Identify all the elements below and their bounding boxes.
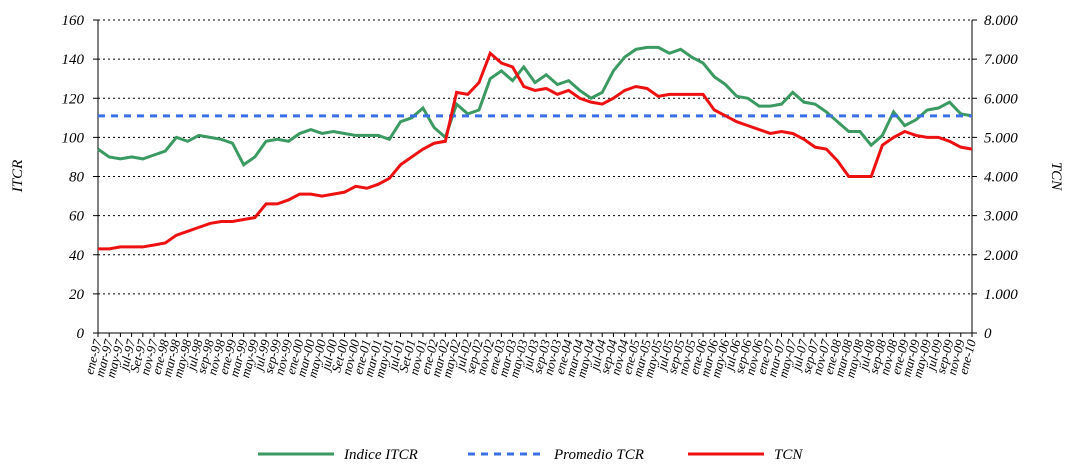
y2-tick-label: 3.000 [983, 209, 1018, 225]
y2-tick-label: 4.000 [984, 170, 1018, 186]
y2-tick-label: 8.000 [984, 13, 1018, 29]
y-tick-label: 60 [69, 209, 85, 225]
y2-axis-title: TCN [1048, 162, 1064, 191]
y-tick-label: 20 [69, 287, 85, 303]
y-tick-label: 160 [62, 13, 85, 29]
y-axis-title: ITCR [10, 160, 26, 194]
y-tick-label: 120 [62, 91, 85, 107]
y2-tick-label: 1.000 [984, 287, 1018, 303]
y-tick-label: 40 [69, 248, 85, 264]
y-tick-label: 0 [77, 326, 85, 342]
y2-tick-label: 5.000 [984, 130, 1018, 146]
y2-tick-label: 6.000 [984, 91, 1018, 107]
legend-label: Indice ITCR [343, 447, 418, 463]
legend-label: TCN [774, 447, 803, 463]
y-tick-label: 80 [69, 170, 85, 186]
y2-tick-label: 2.000 [984, 248, 1018, 264]
y2-tick-label: 7.000 [984, 52, 1018, 68]
y-tick-label: 100 [62, 130, 85, 146]
series-line [97, 45, 973, 167]
series-line [98, 50, 973, 251]
y2-tick-label: 0 [984, 326, 992, 342]
legend-label: Promedio TCR [553, 447, 644, 463]
y-tick-label: 140 [62, 52, 85, 68]
